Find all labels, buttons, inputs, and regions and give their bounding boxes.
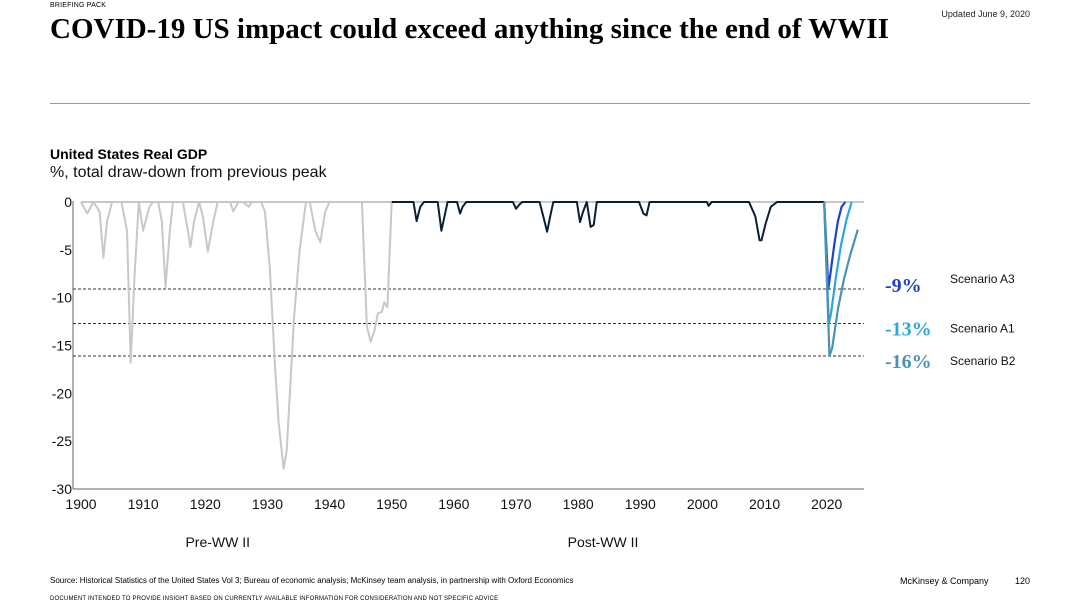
y-tick-label: -25 [52, 433, 72, 449]
period-label: Pre-WW II [185, 534, 250, 550]
x-tick-label: 1910 [128, 496, 159, 512]
scenario-callout-value: -9% [885, 275, 922, 297]
y-tick-label: -10 [52, 290, 72, 306]
x-tick-label: 2010 [749, 496, 780, 512]
chart-title: United States Real GDP [50, 146, 208, 162]
page-number: 120 [1015, 576, 1031, 586]
scenario-label: Scenario A1 [950, 321, 1015, 335]
x-tick-label: 1920 [190, 496, 221, 512]
y-tick-label: -15 [52, 338, 72, 354]
y-tick-label: -20 [52, 385, 72, 401]
source-note: Source: Historical Statistics of the Uni… [50, 576, 574, 585]
x-tick-label: 1980 [563, 496, 594, 512]
x-tick-label: 1950 [376, 496, 407, 512]
title-divider [50, 103, 1030, 104]
scenario-callout-value: -16% [885, 351, 932, 373]
series-line [80, 201, 393, 470]
x-tick-label: 1960 [438, 496, 469, 512]
disclaimer: DOCUMENT INTENDED TO PROVIDE INSIGHT BAS… [50, 596, 499, 602]
briefing-label: BRIEFING PACK [50, 2, 107, 9]
updated-date: Updated June 9, 2020 [941, 9, 1030, 19]
brand-name: McKinsey & Company [900, 576, 989, 586]
x-tick-label: 2020 [811, 496, 842, 512]
x-tick-label: 1990 [625, 496, 656, 512]
series-line [823, 201, 859, 358]
x-tick-label: 1940 [314, 496, 345, 512]
series-line [391, 201, 825, 242]
y-tick-label: -30 [52, 481, 72, 497]
y-tick-label: -5 [60, 242, 73, 258]
scenario-label: Scenario B2 [950, 354, 1016, 368]
x-tick-label: 1930 [252, 496, 283, 512]
page-title: COVID-19 US impact could exceed anything… [50, 13, 889, 45]
scenario-label: Scenario A3 [950, 272, 1015, 286]
y-tick-label: 0 [64, 194, 72, 210]
x-tick-label: 1970 [500, 496, 531, 512]
x-tick-label: 1900 [65, 496, 96, 512]
x-tick-label: 2000 [687, 496, 718, 512]
chart-subtitle: %, total draw-down from previous peak [50, 164, 327, 181]
period-label: Post-WW II [568, 534, 639, 550]
scenario-callout-value: -13% [885, 318, 932, 340]
